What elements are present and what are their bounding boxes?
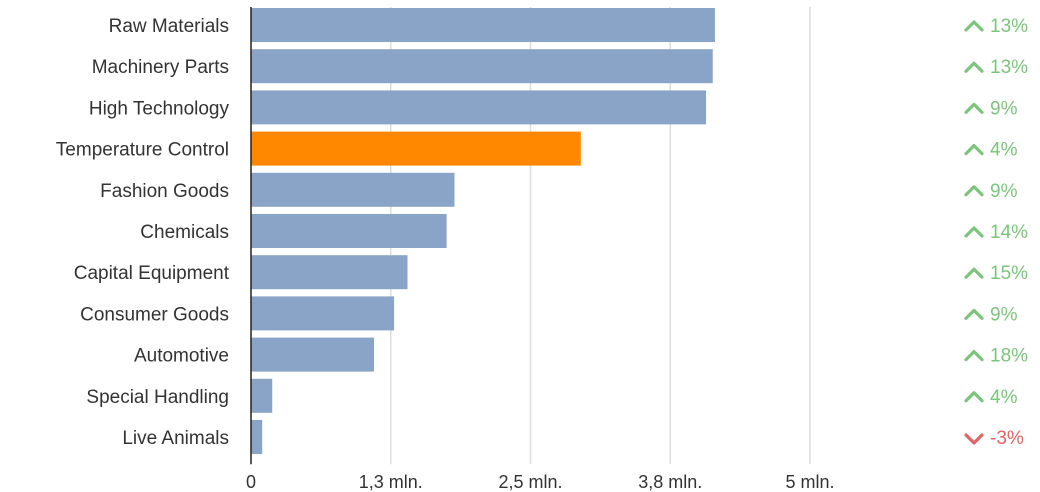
x-tick-label: 5 mln.	[785, 472, 834, 492]
change-value: 9%	[990, 98, 1018, 119]
change-layer: 13% 13% 9% 4% 9% 14% 15% 9% 18% 4% -3%	[964, 16, 1028, 449]
category-label: Live Animals	[122, 428, 229, 449]
category-label: Special Handling	[86, 387, 229, 408]
chevron-up-icon	[964, 61, 984, 73]
label-layer: 0 1,3 mln. 2,5 mln. 3,8 mln. 5 mln. Raw Mater…	[56, 16, 835, 492]
chevron-up-icon	[964, 308, 984, 320]
change-value: 4%	[990, 387, 1018, 408]
bar-capital-equipment[interactable]	[251, 255, 408, 290]
bar-consumer-goods[interactable]	[251, 296, 395, 331]
chevron-up-icon	[964, 226, 984, 238]
chevron-up-icon	[964, 267, 984, 279]
chevron-up-icon	[964, 350, 984, 362]
category-label: Automotive	[134, 346, 229, 367]
chevron-up-icon	[964, 185, 984, 197]
x-tick-label: 1,3 mln.	[359, 472, 423, 492]
change-value: 9%	[990, 181, 1018, 202]
bar-special-handling[interactable]	[251, 378, 273, 413]
category-label: High Technology	[89, 98, 230, 119]
change-value: 13%	[990, 16, 1028, 37]
bar-live-animals[interactable]	[251, 420, 263, 454]
bar-temperature-control[interactable]	[251, 131, 581, 166]
change-value: 13%	[990, 57, 1028, 78]
bar-machinery-parts[interactable]	[251, 49, 713, 84]
bar-chemicals[interactable]	[251, 214, 447, 248]
category-label: Capital Equipment	[74, 263, 230, 284]
category-label: Raw Materials	[109, 16, 229, 37]
change-value: 15%	[990, 263, 1028, 284]
category-label: Machinery Parts	[92, 57, 229, 78]
x-tick-label: 0	[246, 472, 256, 492]
chevron-down-icon	[964, 433, 984, 445]
chevron-up-icon	[964, 102, 984, 114]
change-value: 18%	[990, 346, 1028, 367]
bar-automotive[interactable]	[251, 337, 374, 372]
bar-fashion-goods[interactable]	[251, 172, 455, 207]
x-tick-label: 3,8 mln.	[638, 472, 702, 492]
bar-layer	[251, 8, 715, 454]
category-label: Fashion Goods	[100, 181, 229, 202]
chevron-up-icon	[964, 144, 984, 156]
chevron-up-icon	[964, 391, 984, 403]
change-value: -3%	[990, 428, 1024, 449]
category-label: Chemicals	[140, 222, 229, 243]
change-value: 14%	[990, 222, 1028, 243]
change-value: 4%	[990, 140, 1018, 161]
category-label: Consumer Goods	[80, 304, 229, 325]
chevron-up-icon	[964, 20, 984, 32]
bar-raw-materials[interactable]	[251, 8, 715, 42]
change-value: 9%	[990, 304, 1018, 325]
x-tick-label: 2,5 mln.	[498, 472, 562, 492]
bar-high-technology[interactable]	[251, 90, 707, 125]
category-label: Temperature Control	[56, 140, 229, 161]
